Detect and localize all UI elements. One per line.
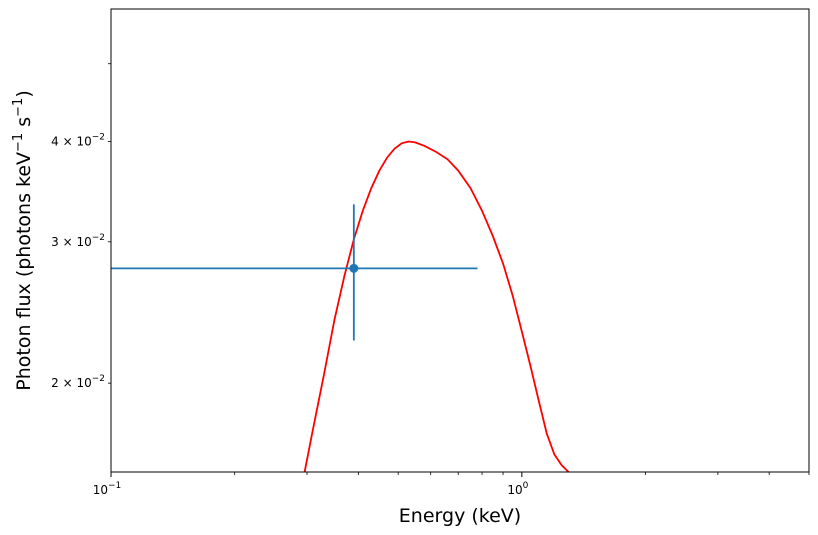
- y-axis-label-main: Photon flux (photons keV: [13, 152, 35, 391]
- x-tick-mantissa: 10: [93, 483, 108, 497]
- y-axis-label-mid: s: [13, 117, 35, 133]
- y-axis-label-sup1: −1: [11, 133, 26, 152]
- x-tick-exponent: −1: [108, 481, 121, 491]
- y-tick-label: 4 × 10−2: [51, 133, 105, 149]
- y-tick-exponent: −2: [92, 133, 105, 143]
- plot-area: [111, 140, 570, 472]
- data-point: [349, 263, 359, 273]
- y-axis-label: Photon flux (photons keV−1 s−1): [11, 90, 35, 391]
- y-tick-label: 2 × 10−2: [51, 374, 105, 390]
- y-tick-exponent: −2: [92, 374, 105, 384]
- y-tick-mantissa: 4 × 10: [51, 135, 92, 149]
- y-tick-exponent: −2: [92, 233, 105, 243]
- x-tick-label: 10−1: [93, 481, 122, 497]
- y-tick-label: 3 × 10−2: [51, 233, 105, 249]
- x-tick-label: 100: [507, 481, 528, 497]
- model-curve: [303, 140, 570, 472]
- y-tick-mantissa: 2 × 10: [51, 376, 92, 390]
- y-axis-label-end: ): [13, 90, 35, 97]
- y-axis-label-sup2: −1: [11, 98, 26, 117]
- x-tick-mantissa: 10: [507, 483, 522, 497]
- x-tick-exponent: 0: [523, 481, 529, 491]
- x-axis-label: Energy (keV): [399, 505, 521, 527]
- y-tick-mantissa: 3 × 10: [51, 235, 92, 249]
- axes-frame: [110, 8, 810, 473]
